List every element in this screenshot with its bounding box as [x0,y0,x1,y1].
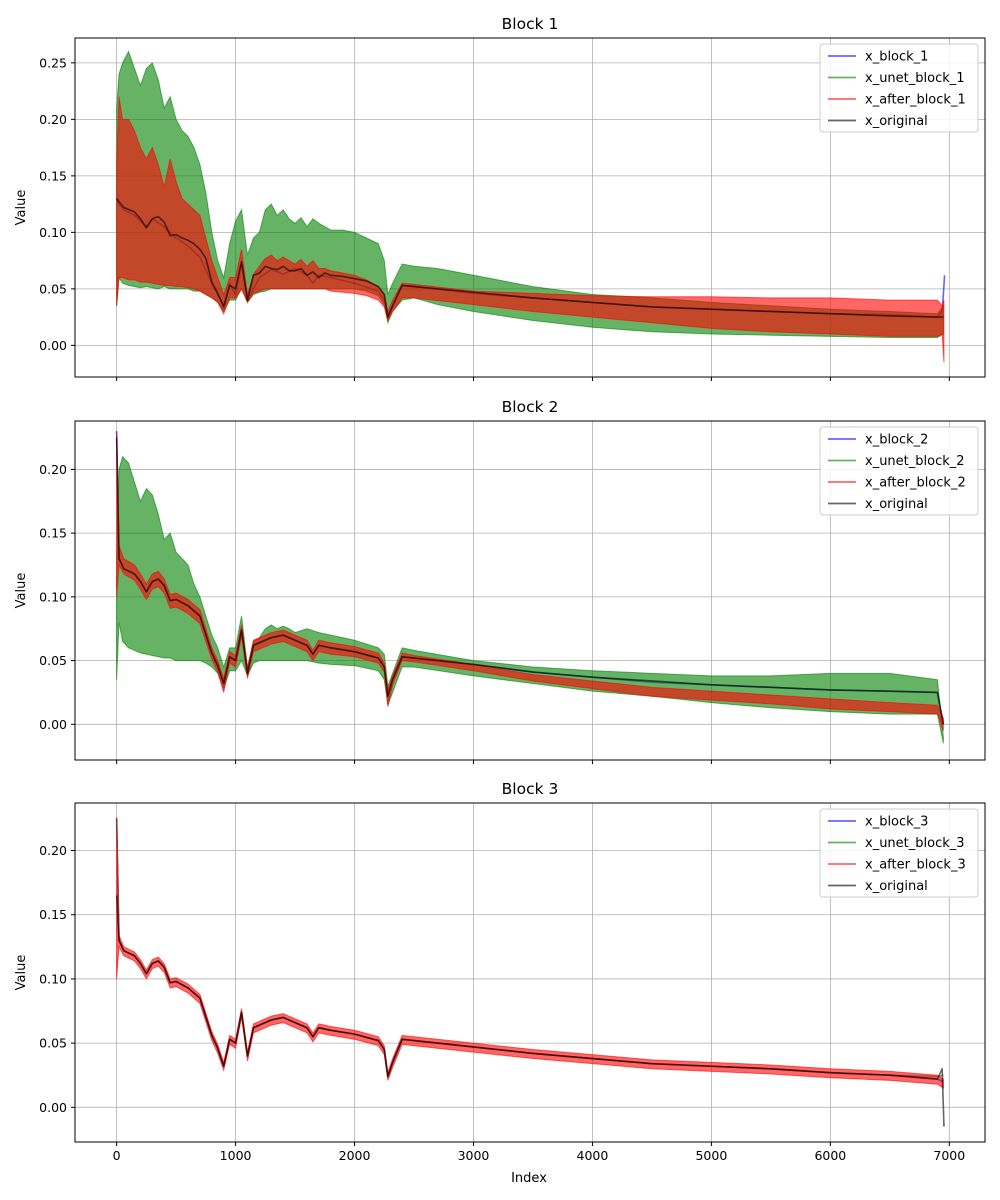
y-tick-label: 0.15 [39,526,67,541]
y-tick-label: 0.00 [39,1100,67,1115]
x-tick-label: 1000 [220,1148,252,1163]
x-tick-label: 6000 [814,1148,846,1163]
chart-title: Block 2 [502,398,559,416]
x-axis-label: Index [511,1171,547,1186]
ticks: 0 1000 2000 3000 4000 5000 6000 7000 0.00 0.05 0.1… [39,843,965,1163]
legend-label: x_original [865,497,928,512]
legend-box [819,43,979,133]
legend-label: x_after_block_2 [865,476,966,491]
x-tick-label: 5000 [695,1148,727,1163]
series-group [115,50,946,363]
legend-label: x_original [865,114,928,129]
series-group [115,431,945,744]
y-tick-label: 0.10 [39,225,67,240]
y-tick-label: 0.25 [39,55,67,70]
legend: x_block_2 x_unet_block_2 x_after_block_2 x_… [819,426,979,516]
ticks: 0.00 0.05 0.10 0.15 0.20 0.25 [39,55,950,381]
series-group [115,817,945,1127]
axes-frame [74,420,986,761]
y-axis-label: Value [14,955,29,991]
x-tick-label: 2000 [339,1148,371,1163]
legend-label: x_unet_block_3 [865,836,965,851]
chart-panel-1: 0.00 0.05 0.10 0.15 0.20 0.25 Block 1 Value x_bl… [14,15,986,381]
panels: 0.00 0.05 0.10 0.15 0.20 0.25 Block 1 Value x_bl… [14,15,986,1163]
x-tick-label: 3000 [458,1148,490,1163]
legend-label: x_after_block_1 [865,93,966,108]
y-axis-label: Value [14,573,29,609]
y-tick-label: 0.10 [39,971,67,986]
y-tick-label: 0.20 [39,462,67,477]
y-tick-label: 0.00 [39,717,67,732]
y-tick-label: 0.10 [39,589,67,604]
x-tick-label: 7000 [933,1148,965,1163]
legend-label: x_after_block_3 [865,858,966,873]
y-tick-label: 0.20 [39,843,67,858]
chart-title: Block 1 [502,15,559,33]
y-tick-label: 0.15 [39,168,67,183]
legend-box [819,426,979,516]
chart-panel-2: 0.00 0.05 0.10 0.15 0.20 Block 2 Value x_block_… [14,398,986,764]
chart-panel-3: 0 1000 2000 3000 4000 5000 6000 7000 0.00 0.05 0.1… [14,780,986,1163]
legend-label: x_unet_block_1 [865,71,965,86]
legend-label: x_block_2 [865,433,928,448]
legend: x_block_3 x_unet_block_3 x_after_block_3 x_… [819,808,979,898]
series-x-original-line [115,198,944,318]
y-tick-label: 0.15 [39,907,67,922]
x-tick-label: 4000 [577,1148,609,1163]
legend-box [819,808,979,898]
ticks: 0.00 0.05 0.10 0.15 0.20 [39,462,950,764]
series-x-original-line [115,895,945,1127]
series-x-unet-block-2-band [116,455,944,744]
y-tick-label: 0.05 [39,653,67,668]
legend-label: x_unet_block_2 [865,454,965,469]
legend-label: x_original [865,879,928,894]
legend-label: x_block_1 [865,50,928,65]
axes-frame [74,802,986,1143]
legend-label: x_block_3 [865,815,928,830]
y-tick-label: 0.05 [39,281,67,296]
axes-frame [74,37,986,378]
grid [75,803,985,1142]
y-axis-label: Value [14,190,29,226]
series-x-after-block-1-band [116,96,945,363]
y-tick-label: 0.00 [39,338,67,353]
series-x-after-block-2-band [116,431,944,731]
legend: x_block_1 x_unet_block_1 x_after_block_1 x_… [819,43,979,133]
series-x-original-line [115,437,945,725]
chart-title: Block 3 [502,780,559,798]
x-tick-label: 0 [113,1148,121,1163]
y-tick-label: 0.05 [39,1036,67,1051]
y-tick-label: 0.20 [39,112,67,127]
